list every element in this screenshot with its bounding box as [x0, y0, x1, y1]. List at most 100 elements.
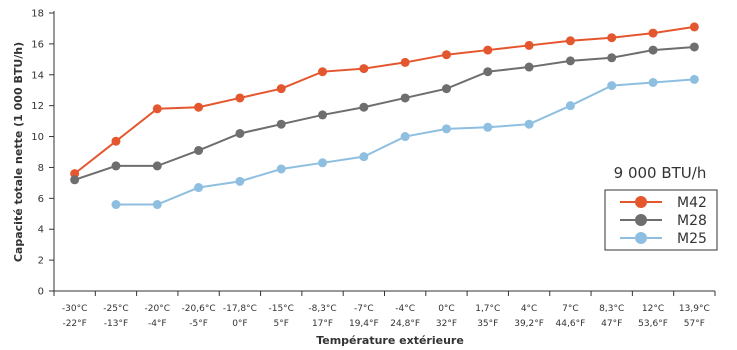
series-m28: [70, 42, 699, 185]
x-ticks: -30°C -22°F -25°C -13°F -20°C -4°F -20,6°C -5°F…: [53, 291, 716, 329]
x-tick-label-f: 53,6°F: [638, 319, 668, 329]
data-point: [276, 164, 286, 174]
legend-item-m25: M25: [620, 231, 707, 247]
x-tick-label-f: -13°F: [104, 319, 128, 329]
data-point: [235, 128, 245, 138]
x-tick-label-f: 57°F: [684, 319, 705, 329]
y-tick-label: 8: [38, 163, 44, 174]
legend-item-m28: M28: [620, 213, 707, 229]
data-point: [111, 161, 121, 171]
y-tick-label: 2: [38, 256, 44, 267]
data-point: [607, 33, 617, 43]
x-tick-label-c: -20°C: [145, 304, 170, 314]
x-tick-label-c: -15°C: [268, 304, 293, 314]
data-point: [70, 169, 80, 179]
data-point: [648, 28, 658, 38]
data-point: [441, 124, 451, 134]
x-tick-label-c: 1,7°C: [475, 304, 500, 314]
x-tick-label-f: 24,8°F: [390, 319, 420, 329]
x-tick-label-c: -4°C: [395, 304, 415, 314]
data-point: [524, 40, 534, 50]
data-point: [318, 110, 328, 120]
x-tick-label-c: 13,9°C: [679, 304, 710, 314]
x-tick-label-f: 32°F: [436, 319, 457, 329]
data-point: [318, 67, 328, 77]
data-point: [235, 176, 245, 186]
x-tick-label-c: -20,6°C: [182, 304, 216, 314]
data-point: [194, 183, 204, 193]
y-axis-title-group: Capacité totale nette (1 000 BTU/h): [12, 42, 25, 262]
x-tick-label-f: 39,2°F: [514, 319, 544, 329]
data-point: [152, 161, 162, 171]
data-point: [359, 64, 369, 74]
series-line: [74, 25, 695, 175]
y-tick-label: 16: [31, 39, 44, 50]
x-tick-label-c: -8,3°C: [308, 304, 336, 314]
data-point: [648, 45, 658, 55]
y-tick-label: 18: [31, 9, 44, 20]
data-point: [483, 45, 493, 55]
y-ticks: 0 2 4 6 8 10 12 14 16 18: [31, 9, 54, 298]
x-tick-label-f: 44,6°F: [556, 319, 586, 329]
series-m42: [70, 22, 699, 179]
data-point: [359, 152, 369, 162]
x-tick-label-f: 19,4°F: [349, 319, 379, 329]
data-point: [689, 22, 699, 32]
x-tick-label-f: 0°F: [232, 319, 247, 329]
data-point: [235, 93, 245, 103]
data-point: [194, 145, 204, 155]
y-tick-label: 10: [31, 132, 44, 143]
data-point: [607, 81, 617, 91]
x-tick-label-f: 17°F: [312, 319, 333, 329]
data-point: [607, 53, 617, 63]
data-point: [565, 36, 575, 46]
data-point: [565, 101, 575, 111]
data-point: [400, 93, 410, 103]
x-tick-label-f: 47°F: [601, 319, 622, 329]
x-tick-label-c: 12°C: [642, 304, 664, 314]
data-point: [648, 78, 658, 87]
x-tick-label-f: -5°F: [189, 319, 208, 329]
data-point: [400, 57, 410, 67]
y-tick-label: 0: [38, 287, 44, 298]
data-point: [483, 122, 493, 132]
x-tick-label-f: 35°F: [477, 319, 498, 329]
x-tick-label-f: 5°F: [274, 319, 289, 329]
data-point: [318, 158, 328, 168]
data-point: [524, 119, 534, 129]
legend-label: M25: [677, 231, 707, 247]
data-point: [565, 56, 575, 66]
data-point: [111, 136, 121, 146]
x-tick-label-c: 4°C: [521, 304, 538, 314]
y-tick-label: 6: [38, 194, 44, 205]
legend-title: 9 000 BTU/h: [614, 164, 707, 182]
legend-label: M42: [677, 195, 707, 211]
legend-marker: [635, 196, 647, 208]
legend: 9 000 BTU/h M42 M28 M25: [604, 164, 718, 251]
x-tick-label-c: -30°C: [62, 304, 87, 314]
x-tick-label-c: -25°C: [103, 304, 128, 314]
data-point: [276, 119, 286, 129]
data-point: [524, 62, 534, 72]
x-tick-label-f: -4°F: [148, 319, 167, 329]
x-tick-label-c: -7°C: [354, 304, 374, 314]
data-point: [276, 84, 286, 94]
data-point: [152, 200, 162, 210]
x-tick-label-c: 0°C: [438, 304, 455, 314]
x-tick-label-c: 8,3°C: [599, 304, 624, 314]
legend-marker: [635, 214, 647, 226]
data-point: [441, 50, 451, 60]
data-point: [689, 74, 699, 84]
data-point: [152, 104, 162, 114]
data-point: [111, 200, 121, 210]
data-point: [689, 42, 699, 52]
data-point: [400, 132, 410, 142]
series-m25: [111, 74, 699, 210]
y-tick-label: 14: [31, 70, 44, 81]
data-point: [359, 102, 369, 112]
y-tick-label: 4: [38, 225, 44, 236]
data-point: [441, 84, 451, 94]
x-tick-label-c: 7°C: [562, 304, 579, 314]
data-point: [483, 67, 493, 77]
